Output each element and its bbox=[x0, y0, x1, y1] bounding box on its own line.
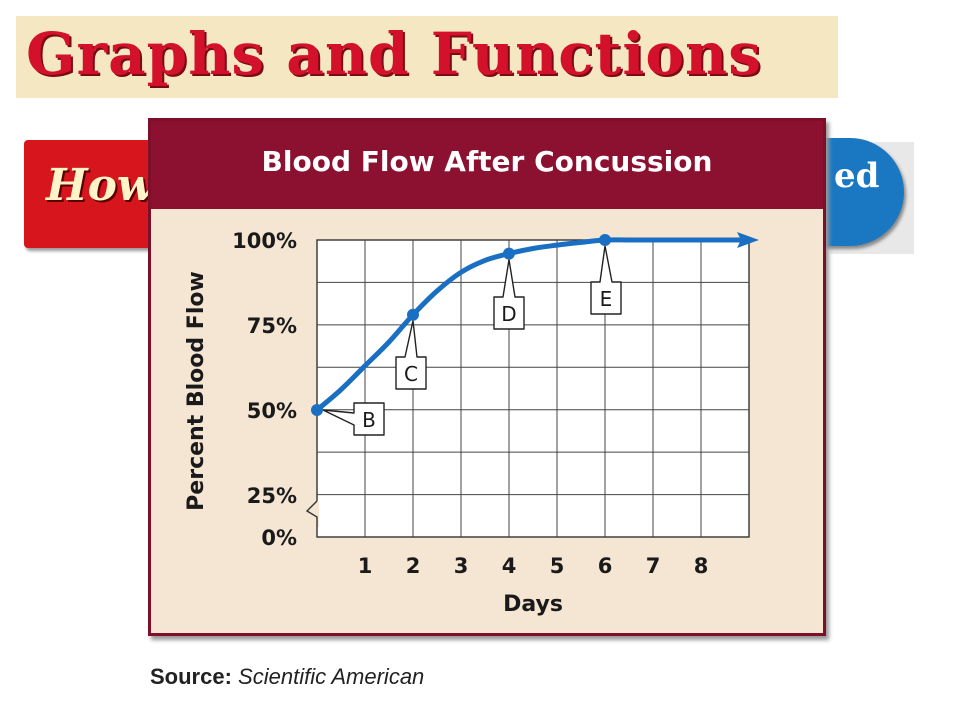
source-value: Scientific American bbox=[238, 664, 425, 689]
x-tick-label: 8 bbox=[694, 554, 709, 578]
x-tick-label: 5 bbox=[550, 554, 565, 578]
y-tick-label: 100% bbox=[232, 229, 297, 253]
plot-area bbox=[316, 239, 750, 538]
x-tick-label: 1 bbox=[358, 554, 373, 578]
x-tick-label: 4 bbox=[502, 554, 517, 578]
point-label-d: D bbox=[501, 302, 516, 326]
title-banner: Graphs and Functions bbox=[16, 16, 838, 98]
y-tick-label: 0% bbox=[261, 526, 297, 550]
x-axis-label: Days bbox=[503, 592, 563, 617]
data-point-b bbox=[311, 404, 323, 416]
chart-title: Blood Flow After Concussion bbox=[261, 145, 713, 178]
point-label-b: B bbox=[362, 408, 376, 432]
curve-arrowhead bbox=[737, 232, 759, 248]
chart-svg: 0% 25% 50% 75% 100% 1 2 3 4 5 6 7 8 Days Percent Blood… bbox=[184, 229, 759, 617]
blood-flow-curve bbox=[314, 237, 752, 413]
y-tick-label: 75% bbox=[247, 314, 297, 338]
point-label-e: E bbox=[600, 287, 613, 311]
chart-header: Blood Flow After Concussion bbox=[151, 121, 823, 209]
slide-title: Graphs and Functions bbox=[26, 20, 762, 88]
blue-badge-text: ed bbox=[834, 156, 880, 196]
point-callout-d bbox=[493, 258, 525, 330]
how-banner: How bbox=[24, 140, 154, 248]
x-tick-label: 6 bbox=[598, 554, 613, 578]
axis-break-marker bbox=[305, 500, 318, 527]
source-label: Source: bbox=[150, 664, 232, 689]
x-tick-label: 3 bbox=[454, 554, 469, 578]
data-point-e bbox=[599, 234, 611, 246]
x-tick-label: 2 bbox=[406, 554, 421, 578]
data-point-c bbox=[407, 308, 419, 321]
point-callout-c bbox=[395, 320, 427, 390]
point-callout-e bbox=[590, 245, 622, 315]
point-callout-b bbox=[322, 402, 385, 436]
y-tick-label: 25% bbox=[247, 484, 297, 508]
y-axis-label: Percent Blood Flow bbox=[184, 271, 209, 511]
y-tick-label: 50% bbox=[247, 399, 297, 423]
data-point-d bbox=[503, 247, 515, 260]
chart-panel: Blood Flow After Concussion 0% 25% 50% 75% 1… bbox=[148, 118, 826, 636]
x-tick-label: 7 bbox=[646, 554, 661, 578]
how-banner-text: How bbox=[46, 160, 154, 211]
point-label-c: C bbox=[404, 362, 418, 386]
source-line: Source: Scientific American bbox=[150, 664, 424, 690]
